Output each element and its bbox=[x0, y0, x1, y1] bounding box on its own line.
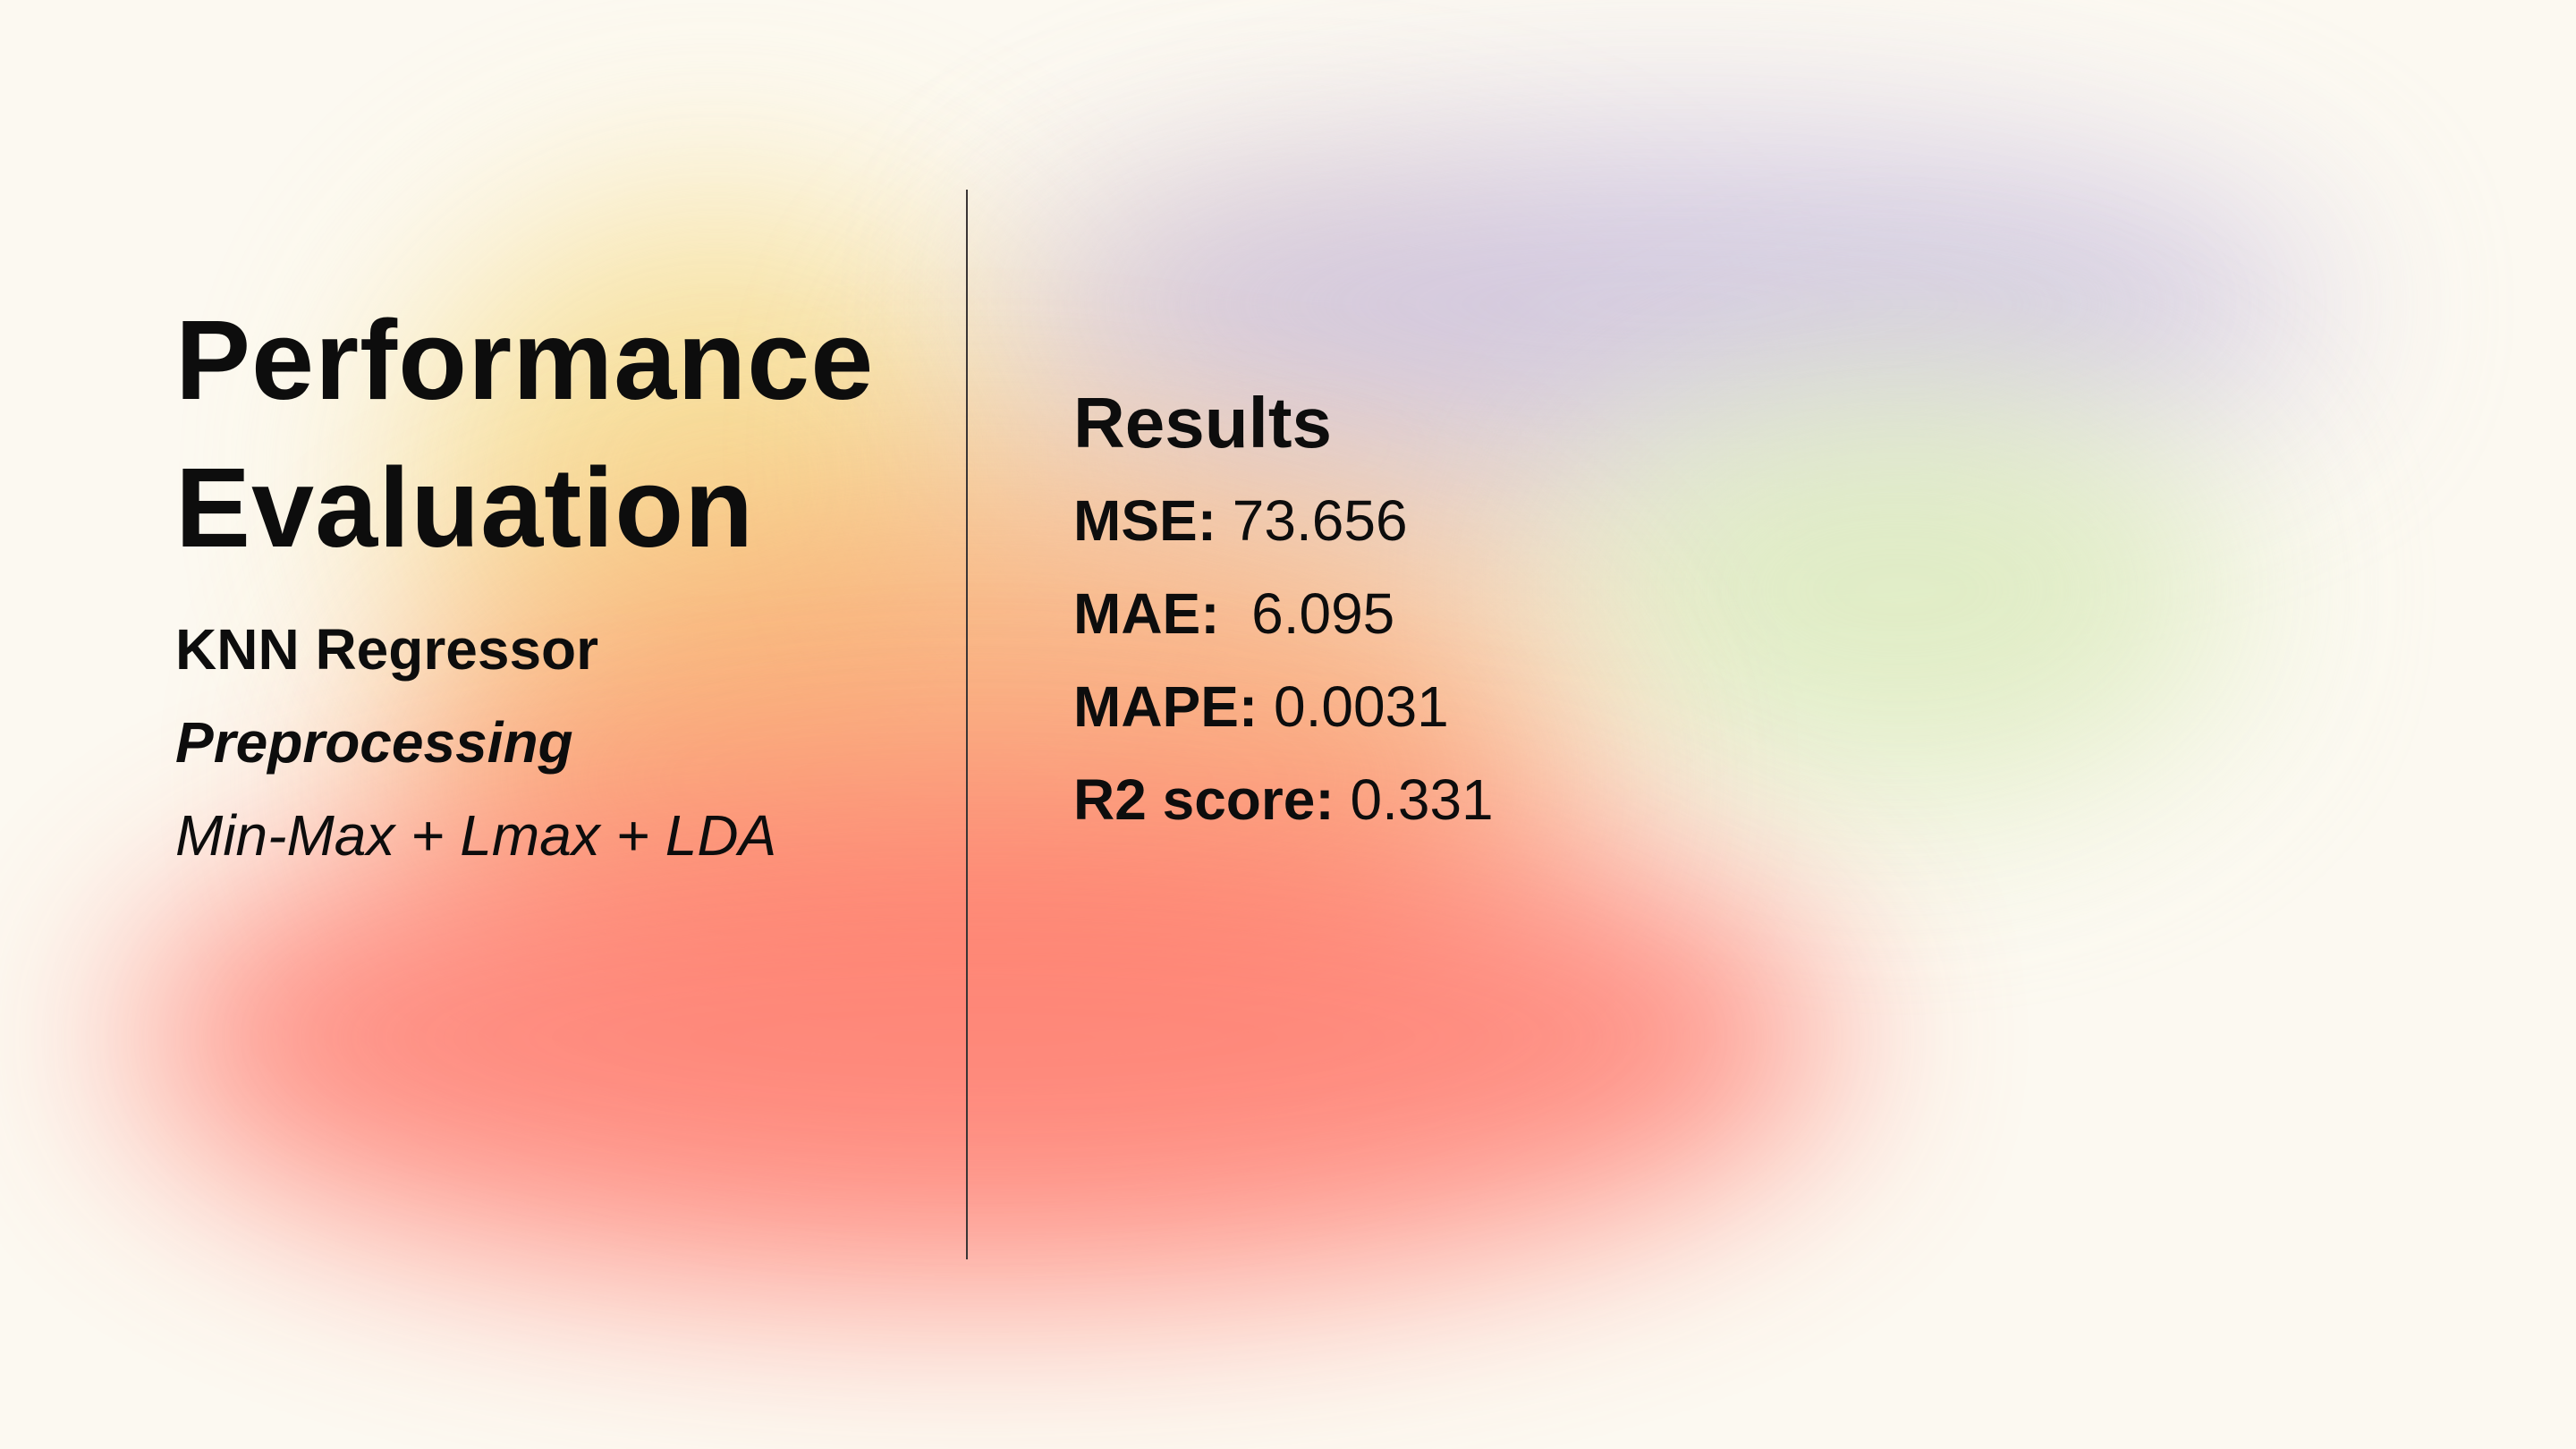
results-panel: Results MSE: 73.656 MAE: 6.095 MAPE: 0.0… bbox=[1073, 374, 2147, 846]
title-line: Performance bbox=[175, 297, 875, 423]
model-name: KNN Regressor bbox=[175, 617, 599, 682]
metric-label: R2 score: bbox=[1073, 767, 1335, 832]
metric-mae: MAE: 6.095 bbox=[1073, 567, 2147, 660]
title-line: Evaluation bbox=[175, 445, 755, 571]
preprocessing-label: Preprocessing bbox=[175, 710, 573, 775]
metric-value: 0.0031 bbox=[1274, 674, 1449, 739]
metric-label: MAPE: bbox=[1073, 674, 1258, 739]
metric-label: MSE: bbox=[1073, 488, 1216, 553]
results-heading: Results bbox=[1073, 383, 1332, 462]
metric-value: 6.095 bbox=[1235, 581, 1395, 646]
left-column: Performance Evaluation KNN Regressor Pre… bbox=[175, 286, 962, 882]
metric-value: 0.331 bbox=[1350, 767, 1494, 832]
metric-r2-score: R2 score: 0.331 bbox=[1073, 753, 2147, 846]
preprocessing-value: Min-Max + Lmax + LDA bbox=[175, 803, 777, 868]
metric-label: MAE: bbox=[1073, 581, 1220, 646]
vertical-divider bbox=[966, 190, 968, 1259]
metric-value: 73.656 bbox=[1232, 488, 1408, 553]
metric-mape: MAPE: 0.0031 bbox=[1073, 660, 2147, 753]
page-title: Performance Evaluation bbox=[175, 286, 962, 581]
metric-mse: MSE: 73.656 bbox=[1073, 474, 2147, 567]
